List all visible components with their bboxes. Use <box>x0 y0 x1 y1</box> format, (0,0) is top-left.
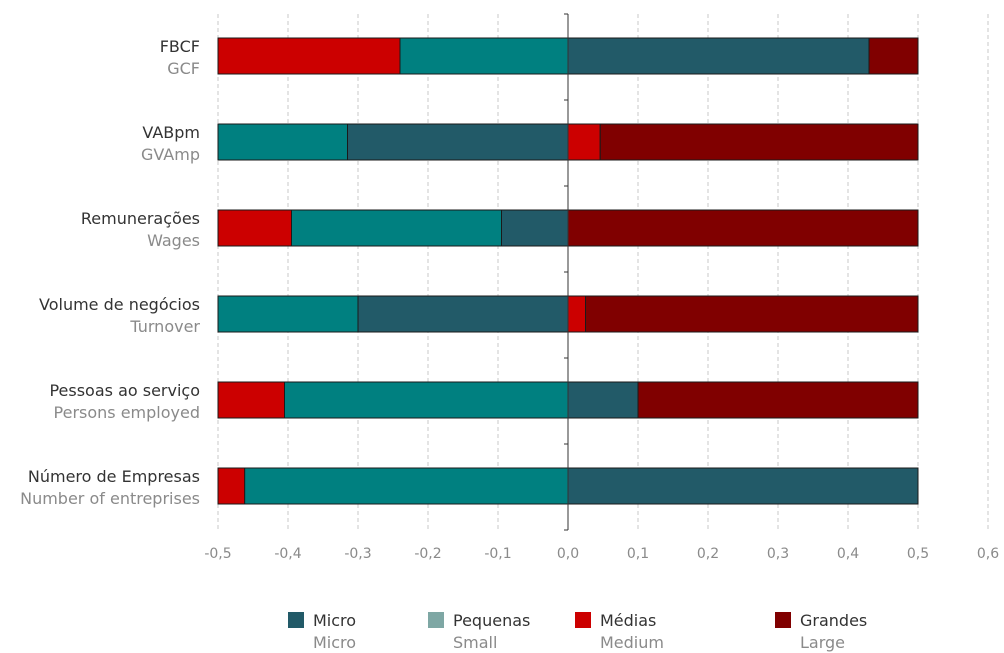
x-tick-label: 0,0 <box>557 546 579 562</box>
bar-segment <box>347 123 569 161</box>
legend-sublabel: Micro <box>313 633 356 652</box>
legend-swatch <box>428 612 444 628</box>
category-label: FBCF <box>160 37 200 56</box>
bars <box>217 37 919 505</box>
bar-segment <box>291 209 502 247</box>
legend-swatch <box>575 612 591 628</box>
bar-segment <box>244 467 569 505</box>
bar-segment <box>567 37 870 75</box>
legend-sublabel: Medium <box>600 633 664 652</box>
category-label: Pessoas ao serviço <box>49 381 200 400</box>
bar-segment <box>868 37 919 75</box>
category-sublabel: Turnover <box>129 317 200 336</box>
x-tick-label: -0,2 <box>414 546 441 562</box>
bar-segment <box>217 37 401 75</box>
x-tick-label: 0,2 <box>697 546 719 562</box>
legend-label: Pequenas <box>453 611 530 630</box>
category-label: Remunerações <box>81 209 200 228</box>
category-labels: FBCF GCF VABpm GVAmp Remunerações Wages Volume… <box>20 37 200 508</box>
bar-segment <box>599 123 919 161</box>
bar-segment <box>217 209 292 247</box>
category-label: VABpm <box>142 123 200 142</box>
x-tick-label: 0,4 <box>837 546 859 562</box>
category-label: Volume de negócios <box>39 295 200 314</box>
category-sublabel: Number of entreprises <box>20 489 200 508</box>
category-sublabel: Persons employed <box>54 403 200 422</box>
legend-label: Grandes <box>800 611 867 630</box>
axes <box>564 13 569 531</box>
bar-segment <box>567 295 586 333</box>
x-tick-labels: -0,5 -0,4 -0,3 -0,2 -0,1 0,0 0,1 0,2 0,3 0,4 0,5 0,… <box>204 546 999 562</box>
x-tick-label: 0,3 <box>767 546 789 562</box>
category-sublabel: GCF <box>167 59 200 78</box>
category-label: Número de Empresas <box>28 467 200 486</box>
bar-segment <box>637 381 919 419</box>
x-tick-label: -0,3 <box>344 546 371 562</box>
legend-sublabel: Small <box>453 633 497 652</box>
bar-segment <box>399 37 569 75</box>
category-sublabel: Wages <box>147 231 200 250</box>
category-sublabel: GVAmp <box>141 145 200 164</box>
bar-segment <box>585 295 919 333</box>
bar-segment <box>357 295 569 333</box>
legend-swatch <box>775 612 791 628</box>
bar-segment <box>567 123 601 161</box>
x-tick-label: 0,1 <box>627 546 649 562</box>
x-tick-label: -0,4 <box>274 546 301 562</box>
legend-label: Micro <box>313 611 356 630</box>
bar-segment <box>567 209 919 247</box>
bar-segment <box>501 209 569 247</box>
x-tick-label: 0,6 <box>977 546 999 562</box>
bar-segment <box>284 381 569 419</box>
legend-sublabel: Large <box>800 633 845 652</box>
bar-segment <box>217 381 285 419</box>
gridlines <box>217 14 989 530</box>
legend-swatch <box>288 612 304 628</box>
legend: Micro Micro Pequenas Small Médias Medium Grand… <box>288 611 867 652</box>
x-tick-label: -0,1 <box>484 546 511 562</box>
x-tick-label: -0,5 <box>204 546 231 562</box>
bar-segment <box>217 123 348 161</box>
bar-segment <box>567 467 919 505</box>
bar-segment <box>217 295 359 333</box>
bar-segment <box>567 381 639 419</box>
legend-label: Médias <box>600 611 656 630</box>
bar-segment <box>217 467 246 505</box>
x-tick-label: 0,5 <box>907 546 929 562</box>
